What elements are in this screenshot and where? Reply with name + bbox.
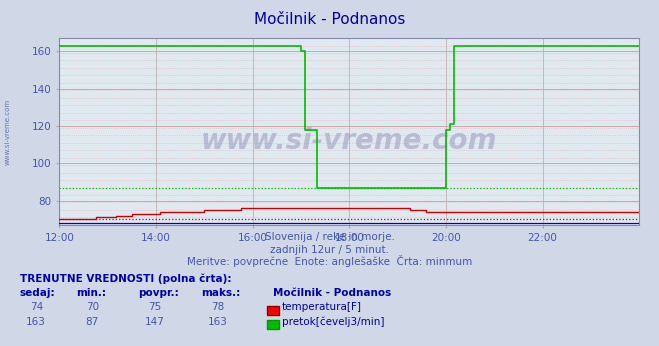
Text: temperatura[F]: temperatura[F] xyxy=(282,302,362,312)
Text: Meritve: povprečne  Enote: anglešaške  Črta: minmum: Meritve: povprečne Enote: anglešaške Črt… xyxy=(187,255,472,267)
Text: pretok[čevelj3/min]: pretok[čevelj3/min] xyxy=(282,316,385,327)
Text: 78: 78 xyxy=(211,302,224,312)
Text: TRENUTNE VREDNOSTI (polna črta):: TRENUTNE VREDNOSTI (polna črta): xyxy=(20,273,231,284)
Text: 74: 74 xyxy=(30,302,43,312)
Text: 75: 75 xyxy=(148,302,161,312)
Text: Močilnik - Podnanos: Močilnik - Podnanos xyxy=(273,288,391,298)
Text: 147: 147 xyxy=(145,317,165,327)
Text: povpr.:: povpr.: xyxy=(138,288,179,298)
Text: www.si-vreme.com: www.si-vreme.com xyxy=(201,127,498,155)
Text: maks.:: maks.: xyxy=(201,288,241,298)
Text: www.si-vreme.com: www.si-vreme.com xyxy=(5,98,11,165)
Text: 163: 163 xyxy=(26,317,46,327)
Text: Slovenija / reke in morje.: Slovenija / reke in morje. xyxy=(264,233,395,243)
Text: sedaj:: sedaj: xyxy=(20,288,55,298)
Text: 163: 163 xyxy=(208,317,227,327)
Text: 70: 70 xyxy=(86,302,99,312)
Text: zadnjih 12ur / 5 minut.: zadnjih 12ur / 5 minut. xyxy=(270,245,389,255)
Text: 87: 87 xyxy=(86,317,99,327)
Text: min.:: min.: xyxy=(76,288,106,298)
Text: Močilnik - Podnanos: Močilnik - Podnanos xyxy=(254,12,405,27)
